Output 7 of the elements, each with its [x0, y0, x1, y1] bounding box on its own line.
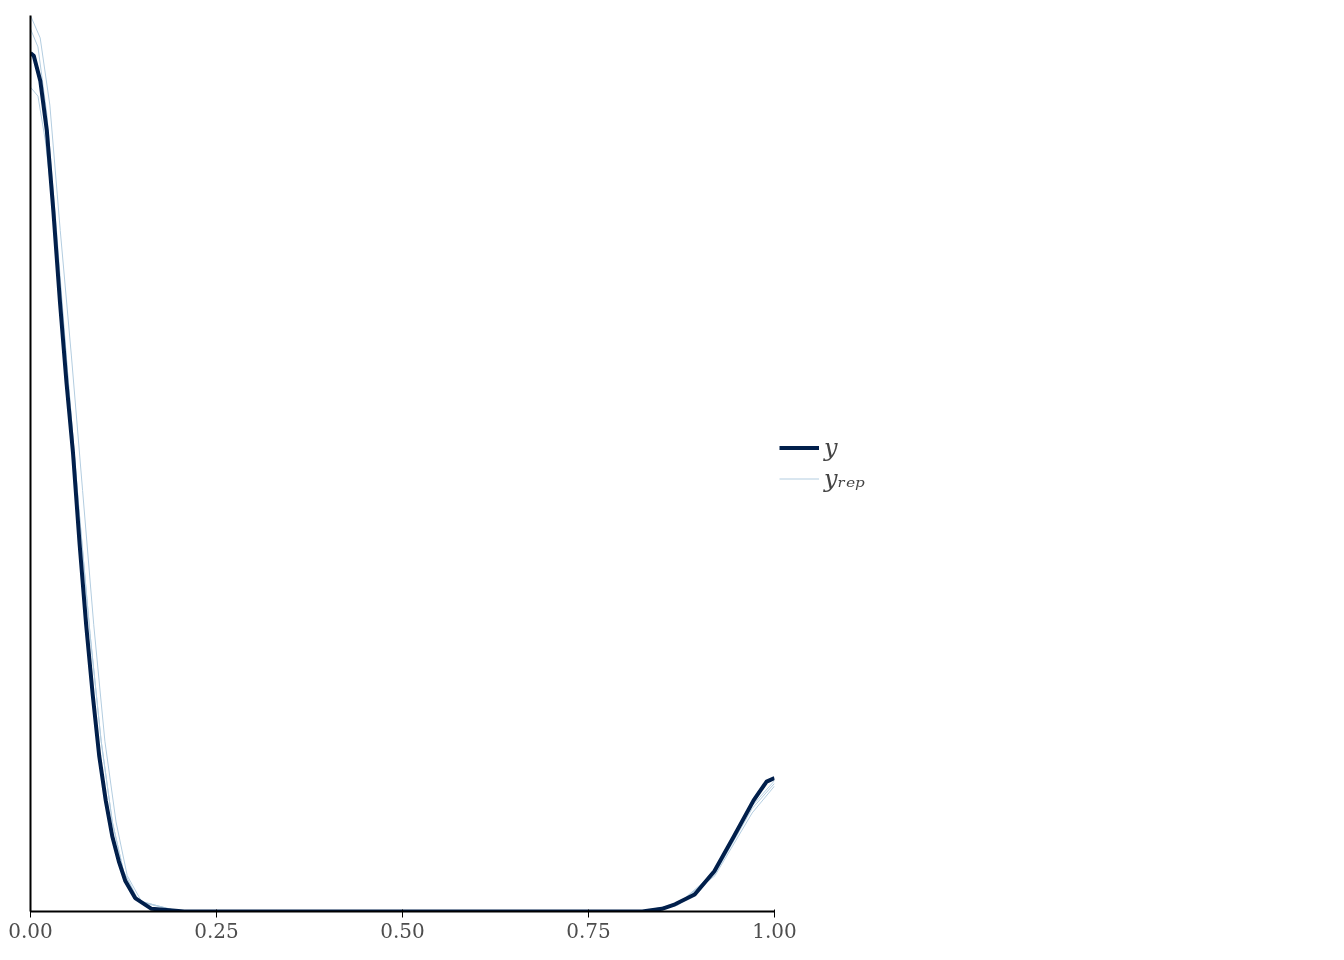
x-tick-label: 1.00 — [752, 918, 797, 943]
x-tick-label: 0.75 — [566, 918, 611, 943]
legend-label: yᵣₑₚ — [824, 464, 865, 493]
x-tick-label: 0.50 — [380, 918, 425, 943]
x-tick-label: 0.25 — [194, 918, 239, 943]
x-tick-label: 0.00 — [8, 918, 53, 943]
legend-label: y — [824, 433, 839, 462]
